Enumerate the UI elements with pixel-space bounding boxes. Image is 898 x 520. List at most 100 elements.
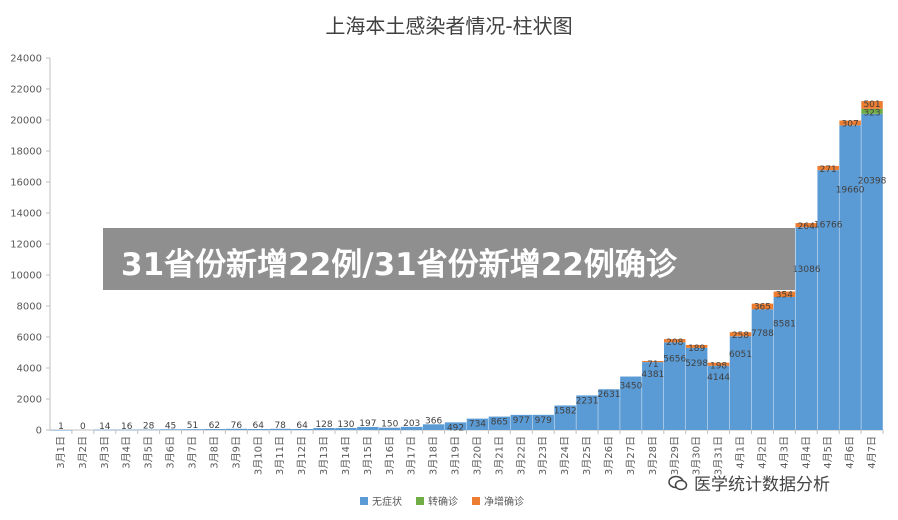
- headline-text: 31省份新增22例/31省份新增22例确诊: [121, 247, 677, 283]
- data-label-asymptomatic: 150: [381, 420, 398, 430]
- x-tick-label: 3月7日: [186, 436, 198, 469]
- data-label-confirmed: 258: [732, 331, 749, 341]
- x-tick-label: 3月18日: [428, 436, 440, 475]
- bar-asymptomatic: [664, 342, 686, 430]
- x-tick-label: 3月17日: [406, 436, 418, 475]
- data-label-asymptomatic: 76: [231, 421, 243, 431]
- bar-converted: [861, 108, 883, 114]
- bar-confirmed: [664, 339, 686, 343]
- data-label-asymptomatic: 130: [337, 420, 354, 430]
- x-tick-label: 4月5日: [822, 436, 834, 469]
- bar-confirmed: [861, 101, 883, 109]
- data-label-confirmed: 365: [754, 303, 771, 313]
- bar-asymptomatic: [335, 427, 357, 430]
- y-tick-label: 0: [36, 426, 42, 437]
- bar-asymptomatic: [685, 347, 708, 430]
- data-label-asymptomatic: 19660: [836, 185, 865, 195]
- bar-asymptomatic: [50, 429, 72, 431]
- bar-asymptomatic: [839, 125, 861, 431]
- data-label-asymptomatic: 6051: [729, 350, 752, 360]
- data-label-asymptomatic: 977: [513, 416, 530, 426]
- bar-asymptomatic: [269, 428, 291, 430]
- data-label-asymptomatic: 5656: [663, 355, 686, 365]
- x-tick-label: 3月6日: [165, 436, 177, 469]
- bar-asymptomatic: [488, 416, 511, 430]
- x-tick-label: 3月1日: [55, 436, 67, 469]
- bar-asymptomatic: [817, 170, 839, 430]
- bar-asymptomatic: [379, 427, 401, 430]
- data-label-asymptomatic: 2631: [598, 390, 621, 400]
- y-tick-label: 20000: [10, 116, 42, 127]
- bar-asymptomatic: [510, 414, 533, 430]
- x-tick-label: 3月23日: [537, 436, 549, 475]
- data-label-asymptomatic: 492: [447, 423, 464, 433]
- bar-asymptomatic: [357, 426, 379, 430]
- data-label-asymptomatic: 28: [143, 422, 155, 432]
- data-label-asymptomatic: 128: [315, 420, 332, 430]
- data-label-asymptomatic: 979: [535, 416, 552, 426]
- y-tick-label: 12000: [10, 240, 42, 251]
- y-tick-label: 18000: [10, 147, 42, 158]
- chart-legend: 无症状 转确诊 净增确诊: [360, 493, 524, 508]
- x-tick-label: 3月26日: [603, 436, 615, 475]
- bar-confirmed: [751, 303, 774, 310]
- x-tick-label: 3月12日: [296, 436, 308, 475]
- x-tick-label: 3月31日: [713, 436, 725, 475]
- data-label-asymptomatic: 1582: [554, 406, 577, 416]
- y-tick-label: 4000: [17, 364, 42, 375]
- data-label-asymptomatic: 45: [165, 421, 176, 431]
- y-tick-label: 14000: [10, 209, 42, 220]
- x-tick-label: 3月8日: [208, 436, 220, 469]
- x-tick-label: 4月2日: [756, 436, 768, 469]
- x-tick-label: 4月6日: [844, 436, 856, 469]
- bar-asymptomatic: [181, 429, 204, 430]
- x-tick-label: 3月21日: [493, 436, 505, 475]
- data-label-confirmed: 501: [863, 100, 880, 110]
- bar-confirmed: [729, 332, 752, 337]
- legend-item: 净增确诊: [472, 493, 524, 508]
- data-label-confirmed: 271: [820, 165, 837, 175]
- watermark: 医学统计数据分析: [668, 470, 830, 495]
- data-label-asymptomatic: 16766: [814, 220, 843, 230]
- bar-asymptomatic: [707, 365, 730, 430]
- x-tick-label: 3月28日: [647, 436, 659, 475]
- bar-asymptomatic: [115, 429, 138, 431]
- data-label-asymptomatic: 14: [99, 422, 111, 432]
- bar-asymptomatic: [861, 113, 883, 431]
- bar-asymptomatic: [598, 389, 620, 430]
- data-label-asymptomatic: 64: [296, 421, 308, 431]
- data-label-confirmed: 307: [842, 120, 859, 130]
- legend-label: 净增确诊: [484, 497, 524, 508]
- bar-asymptomatic: [313, 428, 335, 430]
- data-label-confirmed: 198: [710, 362, 727, 372]
- legend-label: 无症状: [372, 497, 402, 508]
- x-tick-label: 3月16日: [384, 436, 396, 475]
- data-label-asymptomatic: 0: [80, 422, 86, 432]
- y-tick-label: 10000: [10, 271, 42, 282]
- data-label-asymptomatic: 4381: [641, 370, 664, 380]
- data-label-asymptomatic: 64: [253, 421, 265, 431]
- data-label-asymptomatic: 2231: [576, 396, 599, 406]
- bar-asymptomatic: [203, 429, 226, 430]
- wechat-icon: [668, 475, 688, 490]
- bar-asymptomatic: [444, 422, 467, 430]
- y-tick-label: 6000: [17, 333, 42, 344]
- bar-asymptomatic: [225, 428, 248, 430]
- bar-asymptomatic: [554, 405, 576, 430]
- x-tick-label: 4月3日: [778, 436, 790, 469]
- x-tick-label: 3月3日: [99, 436, 111, 469]
- data-label-asymptomatic: 78: [274, 421, 286, 431]
- bar-confirmed: [817, 165, 839, 171]
- bar-asymptomatic: [94, 429, 116, 431]
- bar-asymptomatic: [795, 227, 818, 430]
- x-tick-label: 3月30日: [691, 436, 703, 475]
- bar-asymptomatic: [291, 429, 313, 430]
- legend-label: 转确诊: [428, 497, 458, 508]
- data-label-asymptomatic: 51: [187, 421, 198, 431]
- legend-item: 转确诊: [416, 493, 458, 508]
- data-label-asymptomatic: 8581: [773, 319, 796, 329]
- data-label-asymptomatic: 5298: [685, 359, 708, 369]
- bar-confirmed: [773, 291, 796, 297]
- bar-confirmed: [685, 344, 708, 348]
